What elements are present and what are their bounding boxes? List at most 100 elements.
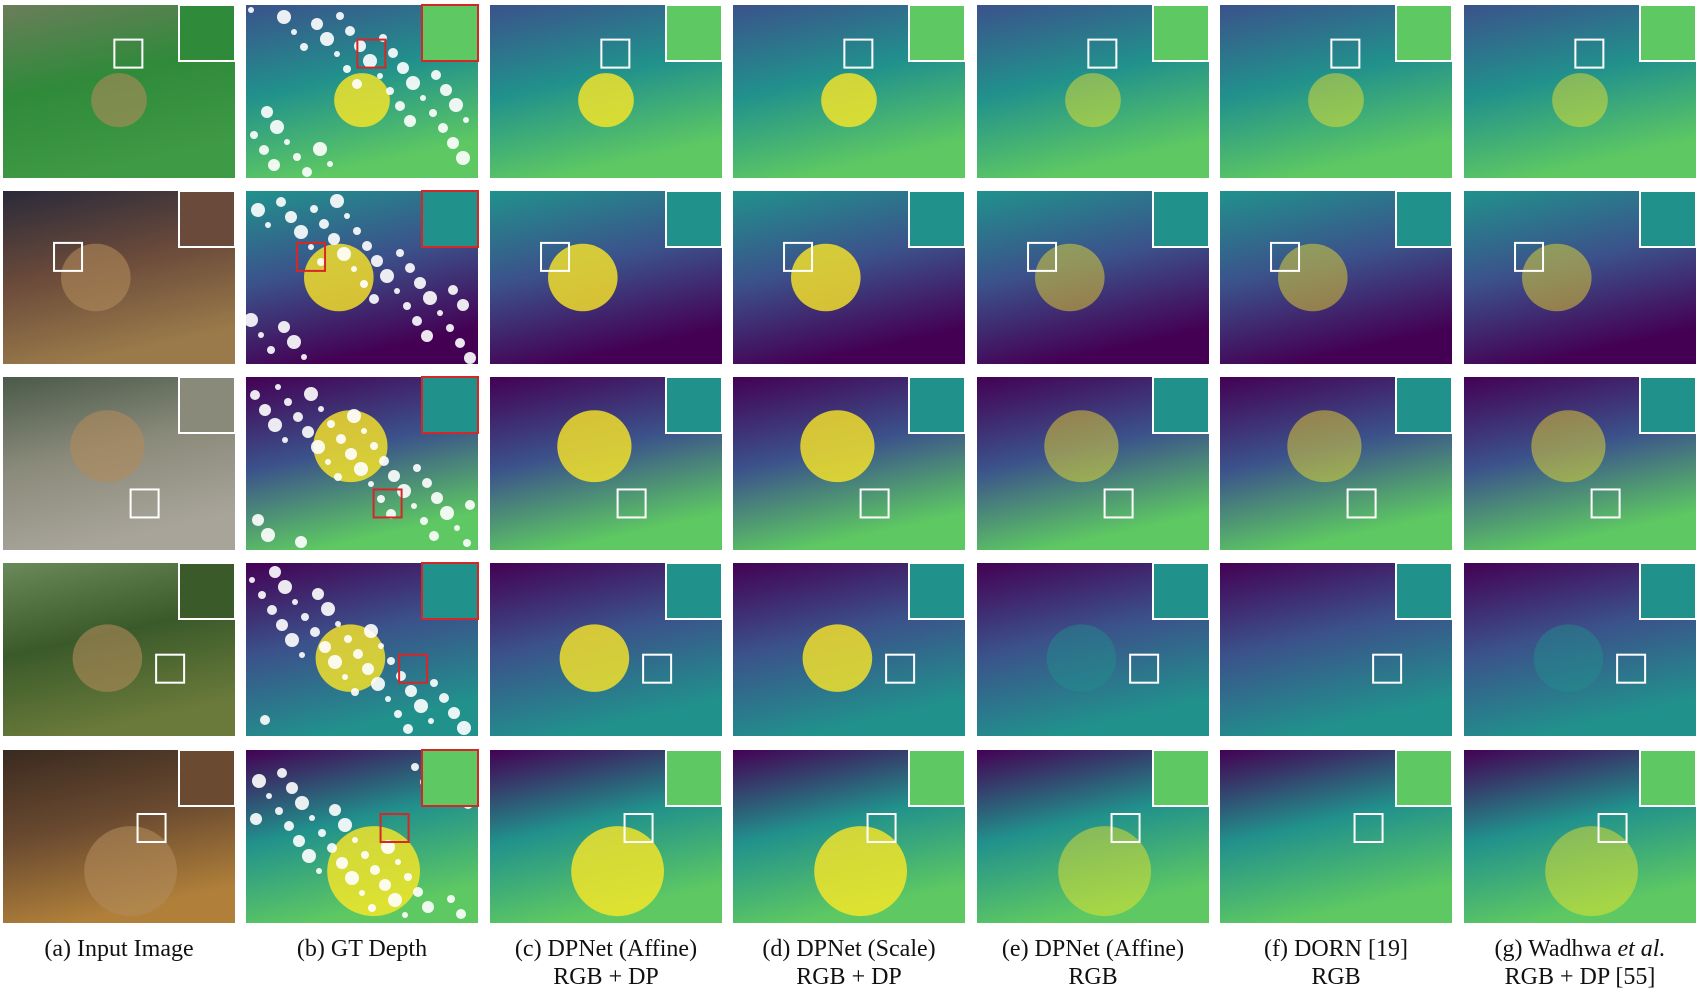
zoom-inset: [178, 749, 236, 807]
missing-depth: [278, 321, 290, 333]
caption-subline: RGB + DP: [796, 964, 902, 990]
zoom-box: [372, 488, 403, 519]
missing-depth: [448, 707, 460, 719]
missing-depth: [463, 539, 471, 547]
missing-depth: [446, 324, 454, 332]
object-region: [1545, 826, 1638, 917]
missing-depth: [456, 909, 466, 919]
missing-depth: [292, 599, 298, 605]
missing-depth: [302, 167, 312, 177]
missing-depth: [388, 48, 398, 58]
zoom-box: [1129, 653, 1160, 684]
missing-depth: [404, 873, 412, 881]
missing-depth: [353, 649, 363, 659]
missing-depth: [404, 115, 416, 127]
missing-depth: [342, 674, 348, 680]
zoom-box: [1616, 653, 1647, 684]
missing-depth: [319, 641, 331, 653]
missing-depth: [344, 213, 350, 219]
missing-depth: [370, 442, 378, 450]
missing-depth: [395, 101, 405, 111]
missing-depth: [269, 566, 281, 578]
missing-depth: [301, 354, 307, 360]
zoom-inset: [1639, 376, 1697, 434]
object-region: [1278, 243, 1348, 312]
missing-depth: [377, 73, 383, 79]
caption-text: (d) DPNet (Scale): [762, 936, 935, 962]
zoom-box: [859, 488, 890, 519]
missing-depth: [250, 131, 258, 139]
zoom-inset: [421, 562, 479, 620]
missing-depth: [345, 871, 359, 885]
object-region: [1287, 410, 1362, 483]
missing-depth: [244, 313, 258, 327]
zoom-inset: [1152, 4, 1210, 62]
zoom-inset: [665, 190, 723, 248]
zoom-box: [600, 38, 631, 69]
missing-depth: [371, 255, 383, 267]
object-region: [70, 410, 145, 483]
zoom-inset: [908, 4, 966, 62]
zoom-inset: [421, 4, 479, 62]
object-region: [1044, 410, 1119, 483]
missing-depth: [362, 663, 374, 675]
caption-italic: et al.: [1617, 936, 1665, 962]
missing-depth: [396, 671, 406, 681]
missing-depth: [261, 106, 273, 118]
zoom-inset: [908, 562, 966, 620]
missing-depth: [422, 901, 434, 913]
missing-depth: [318, 406, 324, 412]
caption-subline: RGB: [1068, 964, 1117, 990]
zoom-inset: [1395, 562, 1453, 620]
zoom-inset: [178, 376, 236, 434]
missing-depth: [302, 426, 314, 438]
caption-line: (b) GT Depth: [297, 936, 427, 962]
missing-depth: [439, 693, 449, 703]
missing-depth: [381, 840, 395, 854]
object-region: [571, 826, 664, 917]
missing-depth: [313, 142, 327, 156]
missing-depth: [327, 843, 337, 853]
missing-depth: [278, 580, 292, 594]
zoom-inset: [421, 749, 479, 807]
missing-depth: [397, 62, 409, 74]
caption-text: (e) DPNet (Affine): [1002, 936, 1184, 962]
zoom-box: [866, 813, 897, 844]
missing-depth: [294, 225, 308, 239]
missing-depth: [403, 302, 411, 310]
missing-depth: [369, 294, 379, 304]
zoom-box: [296, 241, 327, 272]
missing-depth: [287, 335, 301, 349]
zoom-box: [1027, 241, 1058, 272]
object-region: [1065, 73, 1121, 128]
zoom-inset: [178, 562, 236, 620]
zoom-box: [53, 241, 84, 272]
zoom-inset: [1395, 4, 1453, 62]
missing-depth: [454, 525, 460, 531]
missing-depth: [448, 285, 458, 295]
missing-depth: [380, 269, 394, 283]
object-region: [1058, 826, 1151, 917]
caption-text: (f) DORN [19]: [1264, 936, 1408, 962]
caption-text: (a) Input Image: [44, 936, 193, 962]
zoom-box: [1597, 813, 1628, 844]
zoom-inset: [1639, 190, 1697, 248]
zoom-box: [356, 38, 387, 69]
zoom-inset: [178, 4, 236, 62]
missing-depth: [276, 619, 288, 631]
zoom-box: [155, 653, 186, 684]
zoom-inset: [421, 190, 479, 248]
zoom-box: [1514, 241, 1545, 272]
missing-depth: [457, 299, 469, 311]
missing-depth: [270, 120, 284, 134]
missing-depth: [336, 12, 344, 20]
missing-depth: [291, 29, 297, 35]
object-region: [1533, 624, 1604, 692]
zoom-box: [1103, 488, 1134, 519]
zoom-box: [1330, 38, 1361, 69]
missing-depth: [251, 203, 265, 217]
missing-depth: [267, 605, 277, 615]
missing-depth: [277, 768, 287, 778]
missing-depth: [360, 280, 368, 288]
